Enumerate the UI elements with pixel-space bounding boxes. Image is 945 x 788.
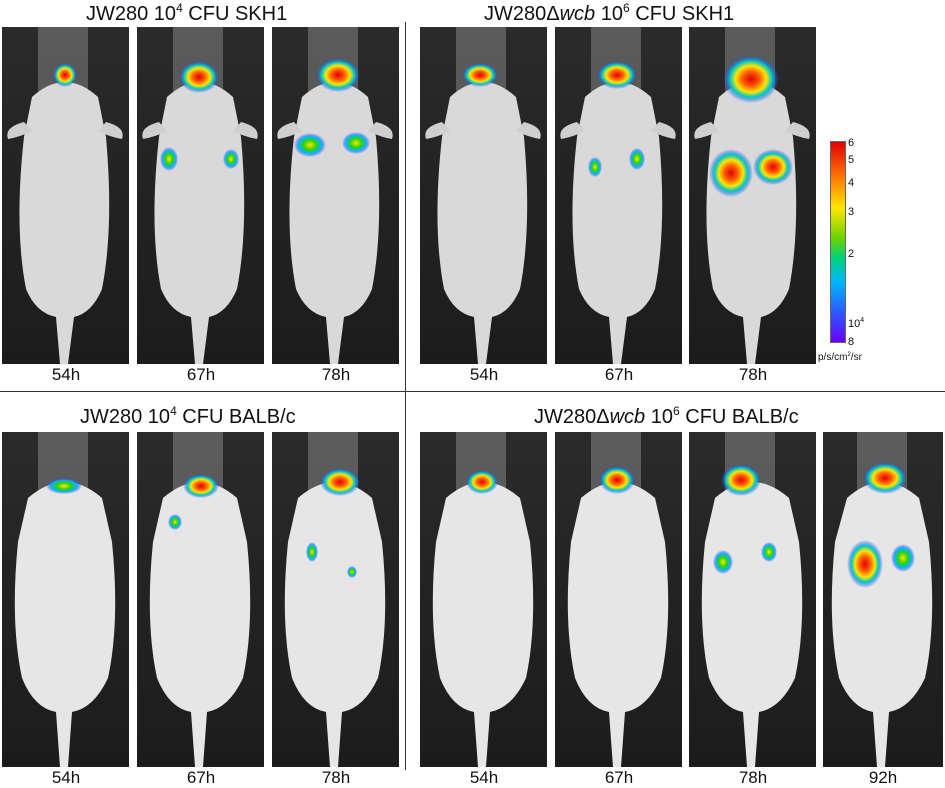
scale-tick-8: 8 [848,336,855,348]
panel-title-top-left: JW280 104 CFU SKH1 [86,2,287,26]
time-label: 78h [738,365,768,384]
mouse-image [149,432,251,767]
time-label: 54h [469,768,499,787]
panel-title-top-right: JW280Δwcb 106 CFU SKH1 [484,2,734,26]
title-text: JW280Δ [534,406,610,428]
title-text: CFU BALB/c [176,406,296,428]
time-label: 54h [51,768,81,787]
mouse-image-balbc-wt-78h [272,432,399,767]
title-text: JW280 10 [80,406,171,428]
mouse-image [567,432,669,767]
scale-tick-4: 4 [848,177,855,189]
time-label: 54h [469,365,499,384]
vertical-divider [405,22,406,770]
mouse-image-balbc-dwcb-92h [823,432,943,767]
mouse-image-balbc-wt-54h [2,432,129,767]
mouse-image [701,432,803,767]
title-text: JW280 10 [86,3,177,25]
time-label: 67h [604,365,634,384]
tick-exponent: 4 [860,317,865,324]
title-exponent: 4 [170,404,177,418]
mouse-image-skh1-wt-54h [2,27,129,364]
mouse-image [694,27,810,364]
mouse-image [432,432,534,767]
mouse-image [142,27,258,364]
time-label: 67h [604,768,634,787]
luminescence-scale-bar [830,141,846,343]
scale-units: p/s/cm2/sr [818,352,862,363]
units-text: p/s/cm [818,352,848,363]
mouse-image-skh1-dwcb-54h [420,27,547,364]
title-text: JW280Δ [484,3,560,25]
mouse-image-balbc-wt-67h [137,432,264,767]
mouse-image [425,27,541,364]
mouse-image-skh1-wt-78h [272,27,399,364]
title-exponent: 6 [673,404,680,418]
scale-tick-10-4: 104 [848,317,865,330]
scale-tick-2: 2 [848,248,855,260]
time-label: 92h [868,768,898,787]
time-label: 67h [186,768,216,787]
mouse-image-skh1-wt-67h [137,27,264,364]
mouse-image-skh1-dwcb-67h [555,27,682,364]
time-label: 54h [51,365,81,384]
mouse-image [560,27,676,364]
title-text: 10 [595,3,623,25]
units-exponent: 2 [847,352,851,358]
time-label: 78h [321,768,351,787]
mouse-image-skh1-dwcb-78h [689,27,816,364]
mouse-image-balbc-dwcb-54h [420,432,547,767]
time-label: 67h [186,365,216,384]
mouse-image-balbc-dwcb-67h [555,432,682,767]
title-text: CFU SKH1 [182,3,288,25]
title-italic: wcb [559,3,596,25]
scale-tick-6: 6 [848,137,855,149]
mouse-image [284,432,386,767]
title-italic: wcb [609,406,646,428]
title-exponent: 4 [176,1,183,15]
scale-tick-3: 3 [848,206,855,218]
scale-tick-5: 5 [848,154,855,166]
horizontal-divider [0,391,945,392]
time-label: 78h [738,768,768,787]
mouse-image [831,432,933,767]
title-text: CFU BALB/c [679,406,799,428]
mouse-image [14,432,116,767]
time-label: 78h [321,365,351,384]
title-text: CFU SKH1 [629,3,735,25]
panel-title-bottom-right: JW280Δwcb 106 CFU BALB/c [534,405,799,429]
title-text: 10 [645,406,673,428]
panel-title-bottom-left: JW280 104 CFU BALB/c [80,405,296,429]
mouse-image [7,27,123,364]
units-text: /sr [850,352,862,363]
mouse-image-balbc-dwcb-78h [689,432,816,767]
title-exponent: 6 [623,1,630,15]
tick-base: 10 [848,318,861,330]
mouse-image [277,27,393,364]
